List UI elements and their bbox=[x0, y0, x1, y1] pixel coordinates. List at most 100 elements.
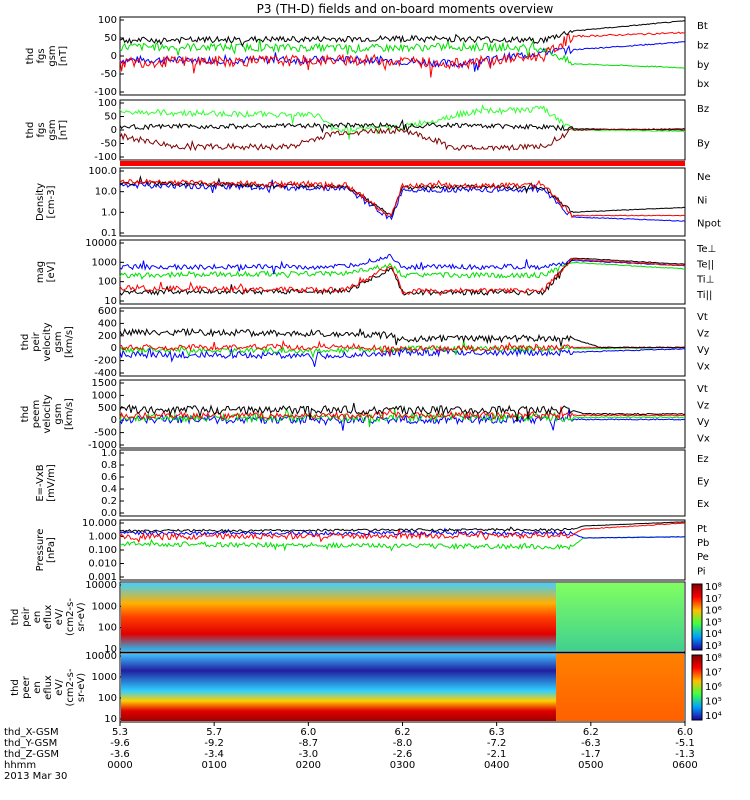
y-label-line: Density bbox=[35, 183, 46, 221]
series-Bt2 bbox=[119, 119, 686, 134]
y-label-line: en bbox=[32, 611, 43, 624]
spectrogram-image-late bbox=[556, 583, 684, 651]
x-tick-value: -6.3 bbox=[581, 738, 601, 749]
series-vy bbox=[120, 340, 686, 359]
legend-vx: Vx bbox=[697, 361, 710, 372]
y-label-line: [nT] bbox=[58, 46, 69, 66]
panel-temp: 10000 1000 100 10 mag [eV] Te⊥ Te|| Ti⊥ Ti|| bbox=[35, 238, 716, 307]
x-tick-value: 0100 bbox=[201, 760, 226, 771]
y-label-line: E=-VxB bbox=[35, 464, 46, 501]
y-tick-label: 1.0 bbox=[101, 207, 117, 218]
x-tick-value: 6.0 bbox=[300, 727, 316, 738]
legend-bz: bz bbox=[697, 40, 709, 51]
series-tepar bbox=[119, 257, 686, 297]
x-tick-value: 5.3 bbox=[112, 727, 128, 738]
legend-pe: Pe bbox=[697, 552, 709, 563]
y-tick-label: 0.001 bbox=[88, 572, 117, 583]
y-label-line: [nT] bbox=[58, 120, 69, 140]
y-axis-label: Density [cm-3] bbox=[35, 183, 57, 221]
y-label-line: eflux bbox=[43, 675, 54, 700]
colorbar-tick-label: 10⁶ bbox=[705, 606, 722, 617]
colorbar-tick-label: 10⁷ bbox=[705, 668, 722, 679]
y-label-line: [km/s] bbox=[64, 398, 75, 430]
y-tick-label: 100 bbox=[98, 277, 117, 288]
y-tick-label: 0.100 bbox=[88, 545, 117, 556]
panel-frame bbox=[119, 307, 686, 377]
y-tick-label: 0.8 bbox=[101, 460, 117, 471]
y-tick-label: 1500 bbox=[92, 378, 117, 389]
y-tick-label: -100 bbox=[94, 87, 117, 98]
colorbar bbox=[691, 654, 703, 721]
x-tick-value: -8.0 bbox=[393, 738, 413, 749]
y-label-line: thd bbox=[10, 679, 21, 696]
y-tick-label: 1000 bbox=[92, 672, 117, 683]
panel-fgs: 100 50 0 -50 -100 thd fgs gsm [nT] Bt bz by bx bbox=[25, 15, 709, 98]
y-axis-label: thd fgs gsm [nT] bbox=[25, 45, 69, 66]
y-tick-label: -50 bbox=[101, 139, 117, 150]
y-tick-label: 0.2 bbox=[101, 496, 117, 507]
y-tick-label: 100.0 bbox=[88, 166, 117, 177]
y-tick-label: 500 bbox=[98, 403, 117, 414]
y-axis-label: E=-VxB [mV/m] bbox=[35, 464, 57, 502]
y-tick-label: 1.0 bbox=[101, 448, 117, 459]
figure-title: P3 (TH-D) fields and on-board moments ov… bbox=[257, 2, 554, 16]
legend-vz: Vz bbox=[697, 328, 709, 339]
y-label-line: thd bbox=[20, 406, 31, 423]
y-tick-label: 10000 bbox=[85, 651, 117, 662]
y-tick-label: 0.0 bbox=[101, 508, 117, 519]
y-tick-label: -100 bbox=[94, 152, 117, 163]
y-tick-label: 0 bbox=[111, 51, 117, 62]
panel-efield: 1.00.80.60.40.20.0 E=-VxB [mV/m] Ez Ey Ex bbox=[35, 448, 709, 519]
legend-pi: Pi bbox=[697, 566, 706, 577]
legend-vz: Vz bbox=[697, 400, 709, 411]
y-tick-label: 100 bbox=[98, 693, 117, 704]
y-tick-label: -1000 bbox=[88, 440, 117, 451]
legend-bt: Bt bbox=[697, 21, 708, 32]
series-pb bbox=[119, 522, 686, 544]
series-bz bbox=[119, 31, 686, 78]
series-vz-e bbox=[119, 406, 686, 421]
y-tick-label: 100 bbox=[98, 15, 117, 26]
spectrogram-image-late bbox=[556, 654, 684, 721]
y-axis-label: thd peir en eflux eV/(cm2-s-sr-eV) bbox=[10, 598, 87, 636]
y-tick-label: 10.000 bbox=[82, 518, 117, 529]
legend-vx: Vx bbox=[697, 433, 710, 444]
legend-vy: Vy bbox=[697, 345, 710, 356]
y-tick-label: -200 bbox=[94, 356, 117, 367]
y-tick-label: 100 bbox=[98, 623, 117, 634]
y-tick-label: 1000 bbox=[92, 257, 117, 268]
y-tick-label: -500 bbox=[94, 428, 117, 439]
y-label-line: gsm bbox=[53, 403, 64, 424]
legend-npot: Npot bbox=[697, 219, 721, 230]
series-pt bbox=[119, 521, 686, 534]
y-tick-label: 50 bbox=[104, 112, 117, 123]
y-label-line: gsm bbox=[47, 119, 58, 140]
series-bt bbox=[119, 20, 686, 48]
series-vz bbox=[119, 339, 686, 356]
x-tick-value: -1.7 bbox=[581, 749, 601, 760]
y-tick-label: 0 bbox=[111, 415, 117, 426]
panel-density: 100.0 10.0 1.0 0.1 Density [cm-3] Ne Ni Npot bbox=[35, 166, 721, 239]
colorbar-tick-label: 10⁵ bbox=[705, 697, 722, 708]
y-label-line: (cm2-s- bbox=[65, 598, 76, 636]
legend-by: by bbox=[697, 60, 709, 71]
legend-ex: Ex bbox=[697, 499, 709, 510]
y-label-line: velocity bbox=[42, 322, 53, 361]
xrow-label-3: hhmm bbox=[4, 760, 36, 771]
legend-bx: bx bbox=[697, 79, 709, 90]
y-tick-label: 0.1 bbox=[101, 228, 117, 239]
y-label-line: [nPa] bbox=[46, 537, 57, 563]
y-tick-label: 0 bbox=[111, 343, 117, 354]
y-label-line: peer bbox=[21, 675, 32, 699]
spectrogram-image bbox=[121, 654, 557, 721]
colorbar-tick-label: 10³ bbox=[705, 641, 722, 652]
x-tick-value: -1.3 bbox=[675, 749, 695, 760]
series-vt bbox=[119, 327, 686, 349]
y-label-line: velocity bbox=[42, 394, 53, 433]
colorbar-tick-label: 10⁵ bbox=[705, 617, 722, 628]
series-bx bbox=[119, 41, 686, 72]
y-tick-label: 10000 bbox=[85, 238, 117, 249]
